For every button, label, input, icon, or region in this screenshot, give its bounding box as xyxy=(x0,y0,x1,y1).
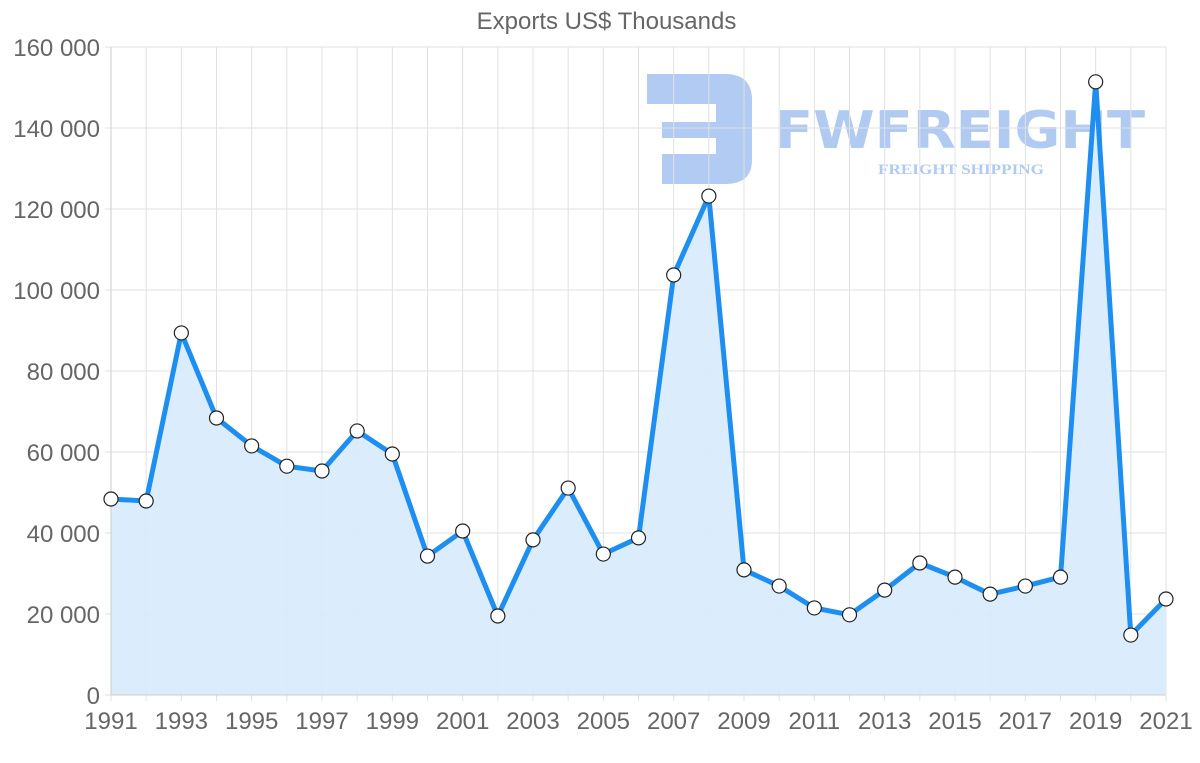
x-tick-label: 2007 xyxy=(647,708,700,735)
data-point[interactable]: 2014: 32600 xyxy=(912,555,928,571)
area-fill xyxy=(111,81,1166,696)
x-tick-label: 2013 xyxy=(858,708,911,735)
y-tick-label: 120 000 xyxy=(13,197,100,224)
x-tick-label: 2019 xyxy=(1069,708,1122,735)
area-path xyxy=(111,81,1166,696)
data-point[interactable]: 1993: 89400 xyxy=(173,325,189,341)
watermark-brand: FWFREIGHT xyxy=(775,101,1146,161)
data-point[interactable]: 1997: 55300 xyxy=(314,463,330,479)
x-axis-labels: 1991 1993 1995 1997 1999 2001 2003 2005 2007 2009… xyxy=(84,708,1192,735)
data-point[interactable]: 2012: 19800 xyxy=(841,607,858,623)
y-tick-label: 140 000 xyxy=(13,116,100,143)
x-tick-label: 2001 xyxy=(436,708,489,735)
data-point[interactable]: 2001: 40500 xyxy=(455,523,471,539)
y-tick-label: 60 000 xyxy=(27,440,100,467)
y-tick-label: 100 000 xyxy=(13,278,100,305)
data-point[interactable]: 2010: 26900 xyxy=(771,578,787,594)
chart-title: Exports US$ Thousands xyxy=(476,8,737,35)
data-point[interactable]: 2018: 29100 xyxy=(1052,569,1069,585)
fw-logo-icon xyxy=(647,74,752,184)
data-point[interactable]: 1996: 56500 xyxy=(279,458,295,474)
x-tick-label: 2011 xyxy=(789,708,841,735)
y-axis-labels: 0 20 000 40 000 60 000 80 000 100 000 120 000 1… xyxy=(13,35,100,710)
x-tick-label: 2017 xyxy=(999,708,1052,735)
x-tick-label: 1995 xyxy=(225,708,278,735)
data-point[interactable]: 2003: 38300 xyxy=(525,532,541,548)
y-tick-label: 80 000 xyxy=(27,359,100,386)
data-point[interactable]: 2013: 25900 xyxy=(877,582,893,598)
watermark-tagline: FREIGHT SHIPPING xyxy=(878,162,1044,178)
data-point[interactable]: 2021: 23700 xyxy=(1158,591,1174,607)
x-tick-label: 1991 xyxy=(84,708,137,735)
x-tick-label: 2003 xyxy=(506,708,559,735)
x-tick-label: 1993 xyxy=(155,708,208,735)
data-points[interactable]: 1991: 48400 1992: 47900 1993: 89400 1994: 6… xyxy=(103,74,1174,643)
x-tick-label: 2005 xyxy=(577,708,630,735)
y-tick-label: 20 000 xyxy=(27,602,100,629)
x-tick-label: 1997 xyxy=(295,708,348,735)
y-tick-label: 0 xyxy=(87,683,100,710)
data-point[interactable]: 2008: 123200 xyxy=(701,188,717,204)
data-point[interactable]: 1991: 48400 xyxy=(103,491,119,507)
y-tick-label: 160 000 xyxy=(13,35,100,62)
y-tick-label: 40 000 xyxy=(27,521,100,548)
data-point[interactable]: 1992: 47900 xyxy=(138,493,154,509)
axes xyxy=(110,47,1166,696)
data-point[interactable]: 1999: 59500 xyxy=(384,446,400,462)
data-point[interactable]: 2015: 29100 xyxy=(947,569,963,585)
data-point[interactable]: 2009: 30900 xyxy=(736,562,752,578)
x-tick-label: 2009 xyxy=(717,708,770,735)
data-point[interactable]: 2005: 34800 xyxy=(595,546,611,562)
data-point[interactable]: 2019: 151400 xyxy=(1088,74,1104,90)
data-point[interactable]: 1995: 61500 xyxy=(244,438,260,454)
data-point[interactable]: 2006: 38800 xyxy=(630,530,647,546)
data-point[interactable]: 2004: 51100 xyxy=(560,480,576,496)
x-tick-label: 2015 xyxy=(928,708,981,735)
data-point[interactable]: 2011: 21500 xyxy=(806,600,822,616)
data-point[interactable]: 2002: 19500 xyxy=(490,608,506,624)
data-point[interactable]: 1994: 68400 xyxy=(208,410,225,426)
data-point[interactable]: 2017: 26900 xyxy=(1017,578,1033,594)
x-tick-label: 2021 xyxy=(1139,708,1192,735)
x-tick-label: 1999 xyxy=(366,708,419,735)
data-point[interactable]: 2020: 14800 xyxy=(1123,627,1139,643)
watermark-logo: FWFREIGHT FREIGHT SHIPPING xyxy=(647,74,1146,184)
data-point[interactable]: 1998: 65200 xyxy=(349,423,365,439)
data-point[interactable]: 2016: 24900 xyxy=(982,586,998,602)
data-point[interactable]: 2007: 103700 xyxy=(666,267,682,283)
